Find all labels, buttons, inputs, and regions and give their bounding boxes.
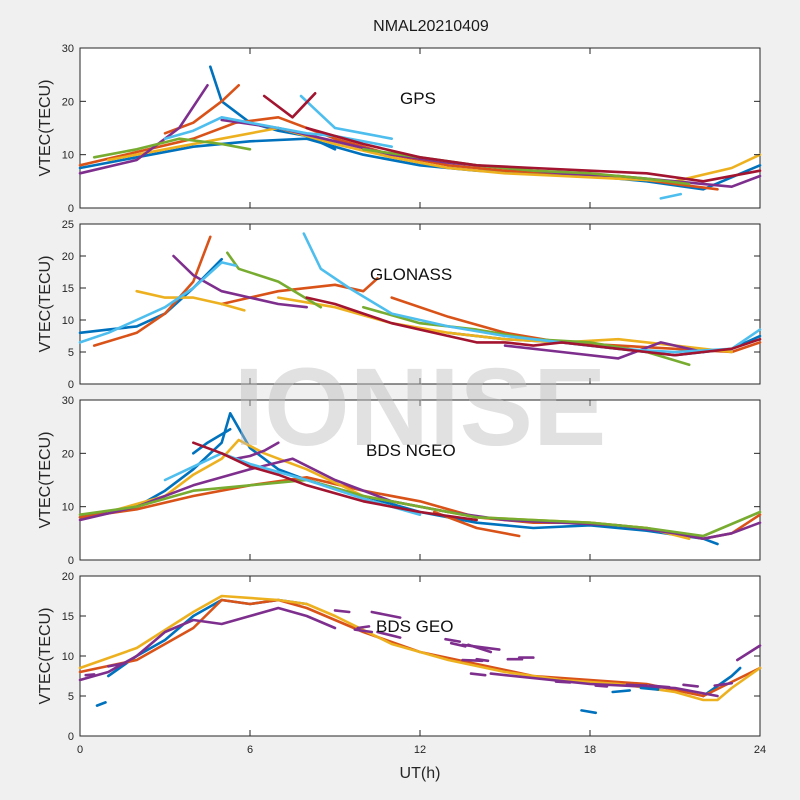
y-tick-label: 20 — [62, 96, 74, 108]
series-line — [226, 251, 323, 309]
series-line — [192, 441, 479, 522]
series-line — [305, 296, 762, 357]
x-axis-label: UT(h) — [400, 765, 441, 782]
plot-area — [79, 399, 761, 561]
series-line — [554, 680, 572, 684]
series-line — [370, 610, 402, 619]
series-line — [682, 683, 700, 688]
series-line — [107, 661, 127, 668]
series-line — [659, 192, 683, 200]
x-tick-label: 18 — [584, 744, 596, 756]
y-axis-label: VTEC(TECU) — [37, 80, 54, 177]
y-tick-label: 20 — [62, 571, 74, 583]
panel-label: GPS — [400, 89, 436, 108]
series-line — [78, 478, 762, 538]
y-tick-label: 5 — [68, 691, 74, 703]
series-line — [648, 684, 671, 689]
panel-2: 0 5 10 15 20 25 VTEC(TECU) GLONASS — [37, 219, 762, 391]
y-tick-label: 30 — [62, 395, 74, 407]
series-line — [701, 666, 742, 698]
y-tick-label: 0 — [68, 379, 74, 391]
x-tick-label: 24 — [754, 744, 766, 756]
y-tick-label: 10 — [62, 651, 74, 663]
series-line — [735, 644, 762, 662]
series-line — [302, 232, 762, 354]
series-line — [234, 441, 280, 461]
series-line — [262, 92, 317, 119]
y-tick-label: 20 — [62, 251, 74, 263]
series-line — [503, 341, 705, 360]
y-tick-label: 0 — [68, 555, 74, 567]
y-tick-label: 15 — [62, 283, 74, 295]
y-tick-label: 15 — [62, 611, 74, 623]
plot-area — [79, 223, 761, 385]
series-line — [580, 709, 598, 715]
panel-3: 0 10 20 30 VTEC(TECU) BDS NGEO — [37, 395, 762, 567]
y-tick-label: 30 — [62, 43, 74, 55]
series-line — [594, 684, 609, 688]
series-line — [469, 672, 487, 677]
series-line — [78, 261, 238, 344]
y-tick-label: 5 — [68, 347, 74, 359]
panel-1: 0 10 20 30 VTEC(TECU) GPS — [37, 43, 762, 215]
x-tick-label: 6 — [247, 744, 253, 756]
watermark: IONISE — [234, 346, 607, 469]
y-axis-label: VTEC(TECU) — [37, 432, 54, 529]
series-line — [713, 681, 734, 687]
series-line — [172, 254, 309, 309]
y-tick-label: 0 — [68, 203, 74, 215]
panel-label: BDS NGEO — [366, 441, 456, 460]
figure-title: NMAL20210409 — [373, 18, 489, 35]
series-line — [639, 686, 660, 691]
series-line — [192, 427, 232, 455]
plot-area — [79, 575, 761, 737]
series-line — [356, 625, 371, 630]
x-tick-label: 0 — [77, 744, 83, 756]
panel-4: 0 6 12 18 24 0 5 10 15 20 VTEC(TECU) BDS GEO — [37, 571, 766, 756]
x-tick-label: 12 — [414, 744, 426, 756]
y-axis-label: VTEC(TECU) — [37, 256, 54, 353]
series-line — [78, 594, 762, 702]
series-line — [163, 116, 394, 148]
panel-label: GLONASS — [370, 265, 452, 284]
y-tick-label: 10 — [62, 150, 74, 162]
panels: 0 10 20 30 VTEC(TECU) GPS 0 5 10 15 20 25 VTEC(TECU)… — [37, 43, 766, 756]
panel-label: BDS GEO — [376, 617, 453, 636]
series-line — [353, 628, 374, 634]
series-line — [611, 689, 632, 694]
series-line — [92, 235, 212, 347]
y-tick-label: 10 — [62, 315, 74, 327]
series-line — [305, 126, 762, 183]
series-line — [432, 510, 521, 538]
series-line — [84, 673, 96, 677]
series-line — [220, 277, 379, 306]
series-line — [333, 609, 351, 614]
series-line — [163, 451, 422, 517]
series-line — [444, 637, 462, 643]
y-tick-label: 25 — [62, 219, 74, 231]
series-line — [95, 701, 107, 707]
series-line — [376, 630, 402, 639]
series-line — [92, 137, 252, 159]
series-line — [466, 643, 493, 654]
series-line — [135, 289, 246, 312]
y-tick-label: 20 — [62, 448, 74, 460]
series-line — [299, 94, 394, 140]
y-tick-label: 10 — [62, 502, 74, 514]
y-tick-label: 0 — [68, 731, 74, 743]
series-line — [475, 657, 490, 663]
y-axis-label: VTEC(TECU) — [37, 608, 54, 705]
series-line — [625, 683, 649, 687]
